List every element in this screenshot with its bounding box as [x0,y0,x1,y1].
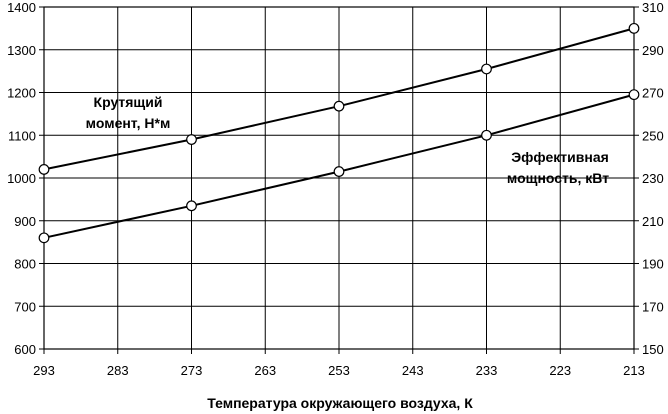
series-point [481,129,492,141]
x-tick-label: 253 [328,363,350,378]
y-right-tick-label: 170 [642,299,664,314]
y-left-tick-label: 1200 [7,86,36,101]
x-tick-label: 273 [181,363,203,378]
y-right-tick-label: 210 [642,214,664,229]
y-right-tick-label: 310 [642,0,664,15]
y-right-tick-labels: 150 170 190 210 230 250 270 290 310 [642,0,664,357]
x-tick-label: 243 [402,363,424,378]
series-point [333,166,345,177]
y-left-tick-label: 600 [14,342,36,357]
y-right-tick-label: 190 [642,257,664,272]
series-point [38,164,50,175]
series-point [333,100,345,112]
plot-frame [43,6,635,350]
y-left-tick-label: 900 [14,214,36,229]
y-right-tick-label: 290 [642,43,664,58]
series-point [628,22,640,34]
y-left-tick-labels: 600 700 800 900 1000 1100 1200 1300 1400 [7,0,36,357]
series-point [481,63,492,75]
x-tick-label: 293 [33,363,55,378]
y-left-tick-label: 700 [14,299,36,314]
x-tick-labels: 293 283 273 263 253 243 233 223 213 [33,363,645,378]
x-tick-label: 213 [623,363,645,378]
x-axis-title: Температура окружающего воздуха, К [207,395,473,411]
x-tick-label: 263 [254,363,276,378]
y-left-tick-label: 1400 [7,0,36,15]
torque-label-line2: момент, Н*м [86,115,171,131]
axes [39,6,639,354]
series-point [186,134,197,145]
x-tick-label: 283 [107,363,129,378]
series-point [628,89,640,101]
series-point [38,232,50,244]
y-right-tick-label: 230 [642,171,664,186]
y-left-tick-label: 1100 [8,128,36,143]
y-left-tick-label: 1300 [7,43,36,58]
y-left-tick-label: 800 [14,257,36,272]
series-point [186,200,197,212]
y-right-tick-label: 270 [642,86,664,101]
power-label-line1: Эффективная [511,149,609,165]
series-group [38,22,640,244]
y-right-tick-label: 150 [642,342,664,357]
y-right-tick-label: 250 [642,128,664,143]
x-tick-label: 233 [476,363,498,378]
torque-label-line1: Крутящий [94,94,163,110]
y-left-tick-label: 1000 [7,171,36,186]
power-label-line2: мощность, кВт [507,170,609,186]
x-tick-label: 223 [549,363,571,378]
